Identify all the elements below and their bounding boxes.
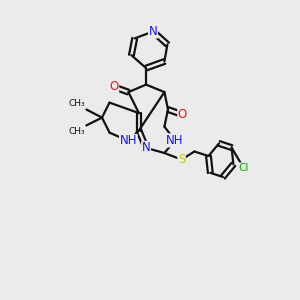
Text: S: S [178, 153, 185, 166]
Text: O: O [178, 108, 187, 121]
Text: O: O [110, 80, 118, 94]
Text: N: N [148, 25, 158, 38]
Text: CH₃: CH₃ [68, 127, 85, 136]
Text: NH: NH [166, 134, 184, 147]
Text: NH: NH [120, 134, 137, 148]
Text: N: N [142, 141, 151, 154]
Text: Cl: Cl [238, 163, 249, 173]
Text: CH₃: CH₃ [68, 99, 85, 108]
